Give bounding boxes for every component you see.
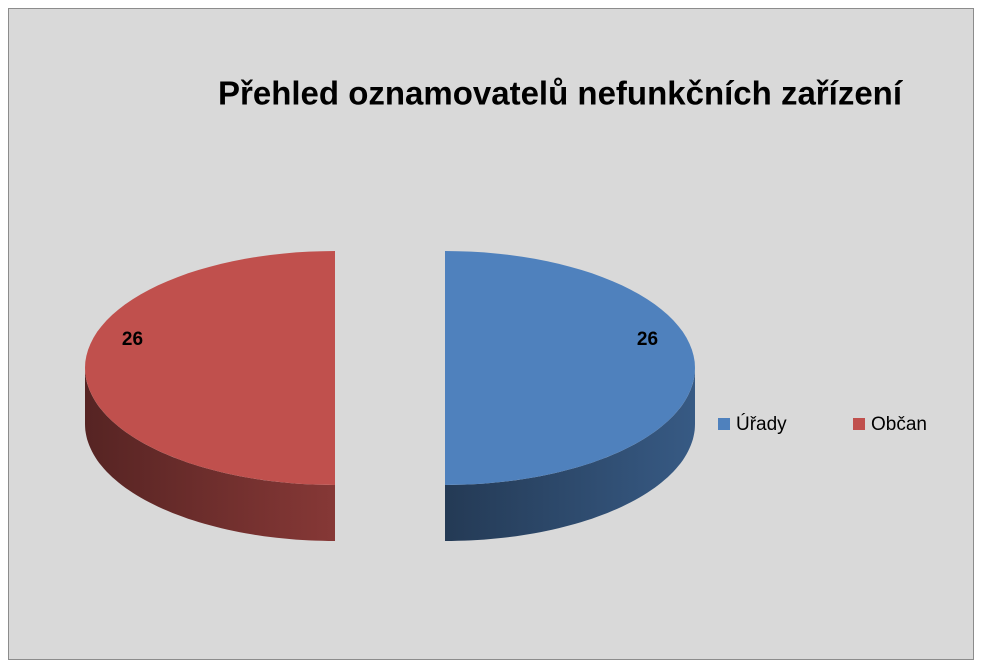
data-label: 26 — [637, 329, 658, 350]
legend-swatch — [853, 418, 865, 430]
chart-title: Přehled oznamovatelů nefunkčních zařízen… — [218, 75, 904, 112]
legend-label: Úřady — [736, 413, 787, 435]
data-label: 26 — [122, 329, 143, 350]
slice-side — [85, 368, 335, 541]
slice — [445, 251, 695, 485]
slice-side — [445, 368, 695, 541]
legend-label: Občan — [871, 414, 927, 435]
slice — [85, 251, 335, 485]
legend-swatch — [718, 418, 730, 430]
